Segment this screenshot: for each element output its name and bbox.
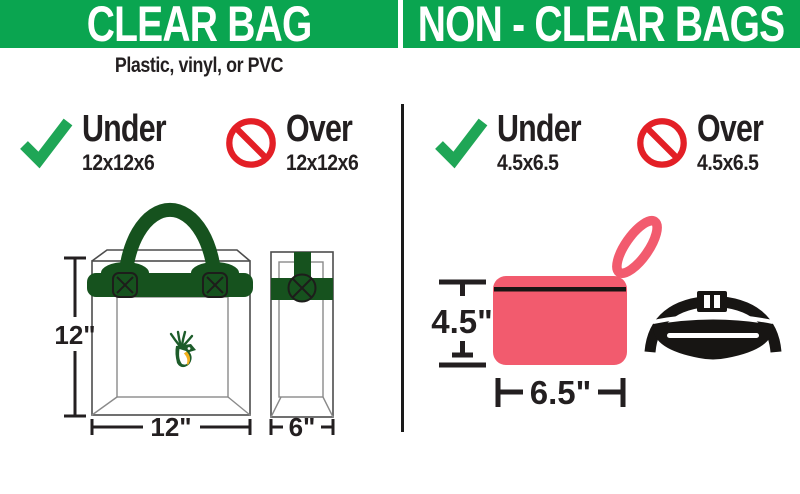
clutch-width-dimension — [495, 378, 626, 407]
prohibited-size: 12x12x6 — [286, 150, 359, 175]
clutch-width-label: 6.5" — [530, 374, 592, 411]
allowed-label: Under — [82, 108, 167, 150]
bag-rivet-icon — [112, 272, 228, 298]
bag-handle — [118, 202, 222, 288]
clear-bag-title: CLEAR BAG — [86, 0, 313, 52]
allowed-size: 12x12x6 — [82, 150, 155, 175]
non-clear-bags-title: NON - CLEAR BAGS — [418, 0, 785, 52]
non-clear-prohibited-rule: Over 4.5x6.5 — [635, 110, 780, 175]
panel-divider — [401, 104, 404, 432]
allowed-label: Under — [497, 108, 582, 150]
non-clear-bag-illustration: 4.5" 6.5" — [431, 216, 782, 411]
non-clear-allowed-rule: Under 4.5x6.5 — [433, 110, 602, 175]
clutch-zipper — [494, 287, 626, 292]
check-icon — [18, 114, 74, 175]
clear-bag-header-band: CLEAR BAG — [0, 0, 398, 52]
prohibited-label: Over — [286, 108, 353, 150]
no-symbol-icon — [635, 114, 689, 175]
prohibited-label: Over — [697, 108, 764, 150]
bag-height-dimension — [64, 256, 86, 418]
bag-depth-dimension — [269, 419, 335, 435]
bag-width-dimension — [90, 419, 252, 435]
non-clear-bags-header-band: NON - CLEAR BAGS — [403, 0, 800, 52]
fanny-pack-icon — [644, 291, 782, 360]
clutch-height-label: 4.5" — [431, 303, 493, 340]
clear-bag-subtitle: Plastic, vinyl, or PVC — [114, 54, 284, 77]
clutch-body — [493, 276, 627, 365]
check-icon — [433, 114, 489, 175]
allowed-size: 4.5x6.5 — [497, 150, 559, 175]
stag-logo-icon — [169, 330, 196, 368]
clutch-wrist-loop — [612, 216, 662, 278]
clutch-height-dimension — [439, 279, 486, 368]
no-symbol-icon — [224, 114, 278, 175]
bag-side-rivet-icon — [287, 273, 317, 303]
bag-width-label: 12" — [150, 412, 191, 442]
clear-bag-illustration: 12" 12" — [54, 202, 335, 442]
clear-bag-prohibited-rule: Over 12x12x6 — [224, 110, 369, 175]
prohibited-size: 4.5x6.5 — [697, 150, 759, 175]
bag-depth-label: 6" — [289, 412, 316, 442]
bag-height-label: 12" — [54, 320, 95, 350]
clear-bag-allowed-rule: Under 12x12x6 — [18, 110, 187, 175]
bag-band — [87, 262, 253, 297]
